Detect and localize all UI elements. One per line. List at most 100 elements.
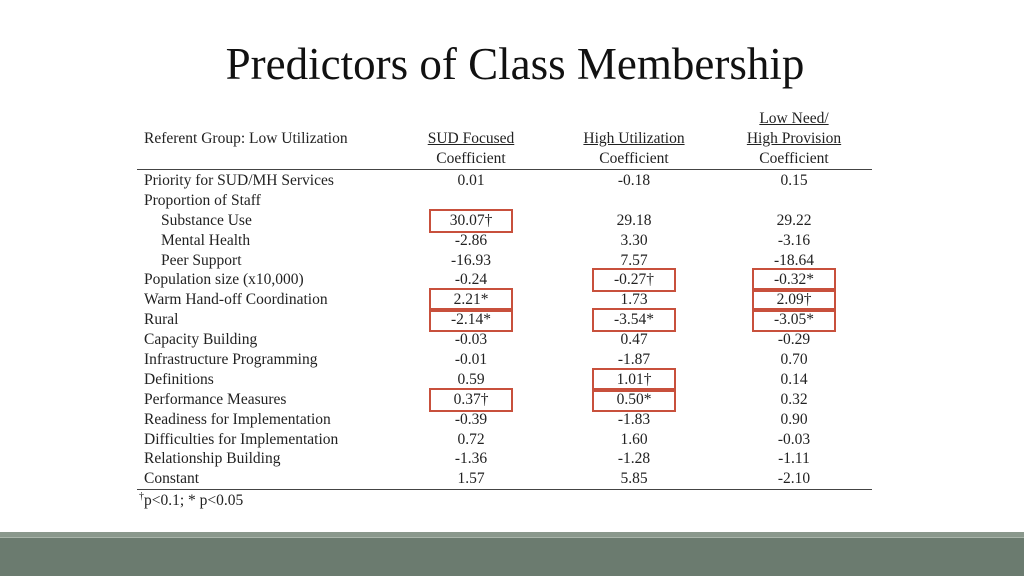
table-row: Mental Health -2.86 3.30 -3.16 xyxy=(137,231,872,251)
row-label: Mental Health xyxy=(161,231,251,249)
coefficient-cell: -1.28 xyxy=(617,450,651,468)
table-header: Referent Group: Low Utilization SUD Focu… xyxy=(137,109,872,170)
table-body: Priority for SUD/MH Services 0.01 -0.18 0.1… xyxy=(137,171,872,489)
coefficient-cell: -1.11 xyxy=(778,450,810,468)
table-row: Performance Measures 0.37† 0.50* 0.32 xyxy=(137,387,872,412)
row-label: Peer Support xyxy=(161,251,242,269)
coefficient-cell: 0.90 xyxy=(780,410,808,428)
column-header-sud-focused: SUD Focused Coefficient xyxy=(386,129,556,169)
coefficient-cell: -16.93 xyxy=(450,251,492,269)
row-label: Constant xyxy=(144,470,200,488)
table-row: Constant 1.57 5.85 -2.10 xyxy=(137,469,872,489)
coefficient-cell: 0.72 xyxy=(457,430,485,448)
coefficient-cell: 0.15 xyxy=(780,172,808,189)
coefficient-cell: 0.47 xyxy=(620,331,648,349)
row-label: Relationship Building xyxy=(144,450,281,468)
table-row: Warm Hand-off Coordination 2.21* 1.73 2.09† xyxy=(137,288,872,313)
coefficient-cell: 0.70 xyxy=(780,351,808,369)
table-row: Substance Use 30.07† 29.18 29.22 xyxy=(137,208,872,233)
column-name: High Provision xyxy=(746,130,842,147)
slide-title: Predictors of Class Membership xyxy=(225,39,805,89)
row-label: Priority for SUD/MH Services xyxy=(144,172,334,189)
coefficient-cell: -2.10 xyxy=(777,470,811,488)
highlighted-coefficient-cell: -2.14* xyxy=(429,308,513,333)
table-row: Peer Support -16.93 7.57 -18.64 xyxy=(137,251,872,271)
column-name: High Utilization xyxy=(583,130,685,147)
coefficient-cell: 1.60 xyxy=(620,430,648,448)
table-row: Definitions 0.59 1.01† 0.14 xyxy=(137,367,872,392)
coefficient-cell: 29.18 xyxy=(616,211,652,229)
coefficient-cell: 7.57 xyxy=(620,251,648,269)
coefficient-cell: -1.83 xyxy=(617,410,651,428)
coefficient-cell: 0.32 xyxy=(780,390,808,408)
coefficient-cell: -18.64 xyxy=(773,251,815,269)
column-sub: Coefficient xyxy=(759,150,829,167)
footer-band xyxy=(0,532,1024,576)
column-sub: Coefficient xyxy=(436,150,506,167)
coefficient-cell: 29.22 xyxy=(776,211,812,229)
coefficient-cell xyxy=(752,191,836,211)
coefficient-cell: -3.16 xyxy=(777,231,811,249)
row-label: Definitions xyxy=(144,370,214,388)
row-label: Proportion of Staff xyxy=(144,191,261,209)
coefficient-cell: 5.85 xyxy=(620,470,648,488)
row-label: Readiness for Implementation xyxy=(144,410,331,428)
footer-band-highlight xyxy=(0,532,1024,538)
table-row: Infrastructure Programming -0.01 -1.87 0.70 xyxy=(137,350,872,370)
row-label: Capacity Building xyxy=(144,331,258,349)
highlighted-coefficient-cell: -0.27† xyxy=(592,268,676,293)
table-row: Readiness for Implementation -0.39 -1.83 0.… xyxy=(137,410,872,430)
table-row: Priority for SUD/MH Services 0.01 -0.18 0.1… xyxy=(137,171,872,191)
highlighted-coefficient-cell: 0.37† xyxy=(429,387,513,412)
table-row: Rural -2.14* -3.54* -3.05* xyxy=(137,308,872,333)
coefficient-cell: 1.73 xyxy=(620,291,648,309)
coefficient-cell: -0.01 xyxy=(454,351,488,369)
column-name: SUD Focused xyxy=(427,130,515,147)
column-header-low-need-high-provision: Low Need/ High Provision Coefficient xyxy=(709,109,879,169)
row-label: Difficulties for Implementation xyxy=(144,430,339,448)
highlighted-coefficient-cell: -3.05* xyxy=(752,308,836,333)
coefficient-cell: -0.03 xyxy=(454,331,488,349)
footnote-text: p<0.1; * p<0.05 xyxy=(144,492,244,510)
highlighted-coefficient-cell: 2.09† xyxy=(752,288,836,313)
coefficient-cell: -1.87 xyxy=(617,351,651,369)
coefficient-cell: 0.14 xyxy=(780,370,808,388)
table-row: Capacity Building -0.03 0.47 -0.29 xyxy=(137,330,872,350)
row-label: Infrastructure Programming xyxy=(144,351,318,369)
coefficient-cell: -2.86 xyxy=(454,231,488,249)
coefficient-cell: -0.03 xyxy=(777,430,811,448)
dagger-mark: † xyxy=(139,491,144,503)
coefficient-cell: 0.01 xyxy=(457,172,485,189)
highlighted-coefficient-cell: 1.01† xyxy=(592,367,676,392)
column-header-high-utilization: High Utilization Coefficient xyxy=(549,129,719,169)
coefficient-cell: 1.57 xyxy=(457,470,485,488)
table-row: Relationship Building -1.36 -1.28 -1.11 xyxy=(137,449,872,469)
highlighted-coefficient-cell: 30.07† xyxy=(429,208,513,233)
highlighted-coefficient-cell: -3.54* xyxy=(592,308,676,333)
row-label: Substance Use xyxy=(161,211,252,229)
coefficient-cell xyxy=(592,191,676,211)
table-bottom-rule xyxy=(137,489,872,491)
row-label: Population size (x10,000) xyxy=(144,271,304,289)
row-label: Warm Hand-off Coordination xyxy=(144,291,328,309)
table-row: Difficulties for Implementation 0.72 1.60 -… xyxy=(137,430,872,450)
coefficient-cell: -1.36 xyxy=(454,450,488,468)
row-label: Performance Measures xyxy=(144,390,287,408)
column-name: Low Need/ xyxy=(759,110,829,127)
coefficient-cell: -0.39 xyxy=(454,410,488,428)
highlighted-coefficient-cell: 2.21* xyxy=(429,288,513,313)
column-sub: Coefficient xyxy=(599,150,669,167)
table-row: Population size (x10,000) -0.24 -0.27† -0.3… xyxy=(137,268,872,293)
row-label: Rural xyxy=(144,311,179,329)
footnote: †p<0.1; * p<0.05 xyxy=(137,491,872,510)
coefficient-cell: -0.18 xyxy=(617,172,651,189)
coefficient-cell: 3.30 xyxy=(620,231,648,249)
highlighted-coefficient-cell: 0.50* xyxy=(592,387,676,412)
coefficient-cell: 0.59 xyxy=(457,370,485,388)
table-row: Proportion of Staff xyxy=(137,191,872,211)
coefficient-table: Referent Group: Low Utilization SUD Focu… xyxy=(137,109,872,510)
highlighted-coefficient-cell: -0.32* xyxy=(752,268,836,293)
referent-group-label: Referent Group: Low Utilization xyxy=(144,130,348,147)
coefficient-cell: -0.24 xyxy=(454,271,488,289)
coefficient-cell: -0.29 xyxy=(777,331,811,349)
